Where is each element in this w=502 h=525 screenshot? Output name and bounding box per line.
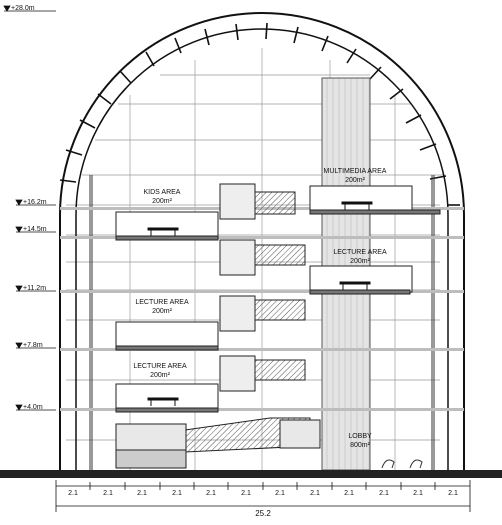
bay-dimensions: 2.1 2.1 2.1 2.1 2.1 2.1 2.1 2.1 2.1 2.1 … [68, 490, 458, 497]
bay-dim: 2.1 [172, 490, 182, 497]
room-lecture-right-area: 200m² [350, 258, 371, 265]
ground-slab [0, 470, 502, 478]
lobby-chairs [381, 459, 423, 469]
room-lecture-low-name: LECTURE AREA [133, 363, 187, 370]
bay-dim: 2.1 [206, 490, 216, 497]
bay-dim: 2.1 [103, 490, 113, 497]
furniture [147, 201, 373, 406]
level-label-28: +28.0m [11, 5, 35, 12]
total-dimension: 25.2 [255, 509, 271, 518]
level-markers [3, 5, 56, 411]
room-lecture-mid-area: 200m² [152, 308, 173, 315]
room-lecture-mid-name: LECTURE AREA [135, 299, 189, 306]
bay-dim: 2.1 [344, 490, 354, 497]
bay-dim: 2.1 [310, 490, 320, 497]
room-multimedia-name: MULTIMEDIA AREA [324, 168, 387, 175]
bay-dim: 2.1 [448, 490, 458, 497]
bay-dim: 2.1 [275, 490, 285, 497]
level-label-4-0: +4.0m [23, 404, 43, 411]
bay-dim: 2.1 [68, 490, 78, 497]
level-label-11-2: +11.2m [23, 285, 46, 292]
bay-dim: 2.1 [379, 490, 389, 497]
level-label-16-2: +16.2m [23, 199, 47, 206]
arch-outer [59, 12, 465, 470]
room-multimedia-area: 200m² [345, 177, 366, 184]
room-kids-name: KIDS AREA [144, 189, 181, 196]
room-lecture-low-area: 200m² [150, 372, 171, 379]
columns [89, 175, 435, 470]
arch-inner [75, 28, 449, 470]
dimension-lines [55, 480, 471, 512]
level-label-7-8: +7.8m [23, 342, 43, 349]
level-label-14-5: +14.5m [23, 226, 47, 233]
bay-dim: 2.1 [413, 490, 423, 497]
room-lecture-right-name: LECTURE AREA [333, 249, 387, 256]
arch-ribs [59, 22, 460, 206]
floor-plates [115, 183, 441, 469]
bay-dim: 2.1 [241, 490, 251, 497]
room-kids-area: 200m² [152, 198, 173, 205]
room-lobby-area: 800m² [350, 442, 371, 449]
bay-dim: 2.1 [137, 490, 147, 497]
room-lobby-name: LOBBY [348, 433, 372, 440]
